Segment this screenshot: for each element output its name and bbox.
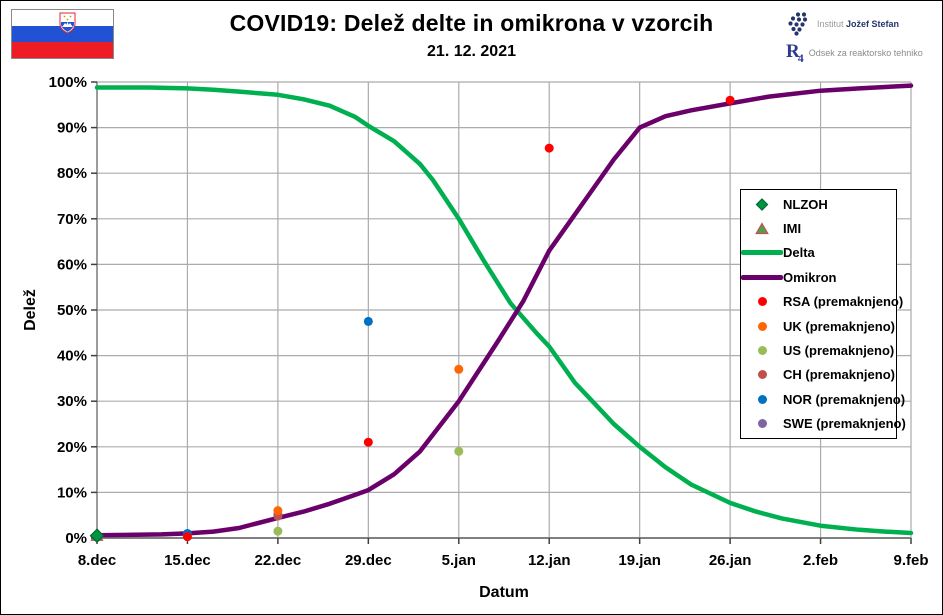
y-tick-label: 10%	[57, 484, 87, 501]
legend-label-imi: IMI	[783, 221, 802, 237]
legend-marker-rsa	[741, 297, 783, 307]
x-tick-label: 15.dec	[164, 552, 211, 569]
institute-logos: Institut Jožef Stefan R4 Odsek za reakto…	[786, 11, 936, 69]
data-point-uk	[273, 506, 283, 516]
legend-marker-us	[741, 346, 783, 356]
x-tick-label: 22.dec	[255, 552, 302, 569]
chart-legend: NLZOH IMI Delta Omikron RSA (premaknjeno) UK …	[740, 189, 906, 439]
y-tick-label: 60%	[57, 256, 87, 273]
omikron-curve	[94, 83, 914, 538]
ijs-dots-icon	[788, 12, 808, 36]
institute-prefix: Institut	[817, 19, 844, 29]
legend-marker-ch	[741, 370, 783, 380]
legend-marker-nlzoh	[741, 197, 783, 211]
y-axis-title: Delež	[22, 289, 39, 331]
y-tick-label: 100%	[49, 74, 87, 91]
institute-name: Jožef Stefan	[846, 19, 900, 29]
flag-stripe-red	[12, 42, 113, 58]
data-point-rsa	[182, 532, 192, 542]
data-point-us	[454, 446, 464, 456]
legend-item-imi: IMI	[741, 217, 896, 241]
data-point-rsa	[544, 143, 554, 153]
legend-item-swe: SWE (premaknjeno)	[741, 412, 906, 436]
y-tick-label: 40%	[57, 348, 87, 365]
x-tick-label: 9.feb	[893, 552, 928, 569]
data-point-us	[273, 526, 283, 536]
legend-marker-uk	[741, 321, 783, 331]
department-label: Odsek za reaktorsko tehniko	[808, 47, 923, 58]
legend-label-omikron: Omikron	[783, 269, 837, 285]
legend-label-delta: Delta	[783, 245, 815, 261]
x-tick-label: 12.jan	[528, 552, 571, 569]
legend-label-uk: UK (premaknjeno)	[783, 318, 895, 334]
legend-marker-delta	[741, 250, 783, 256]
y-tick-label: 30%	[57, 393, 87, 410]
legend-marker-imi	[741, 222, 783, 235]
x-tick-label: 29.dec	[345, 552, 392, 569]
legend-item-nlzoh: NLZOH	[741, 192, 896, 216]
y-tick-label: 0%	[65, 530, 87, 547]
legend-label-ch: CH (premaknjeno)	[783, 367, 895, 383]
ijs-logo-row: Institut Jožef Stefan	[786, 11, 936, 37]
legend-item-us: US (premaknjeno)	[741, 339, 896, 363]
slovenia-coat-of-arms-icon	[59, 12, 76, 34]
legend-marker-swe	[741, 419, 783, 429]
x-tick-label: 8.dec	[78, 552, 116, 569]
legend-marker-omikron	[741, 274, 783, 280]
legend-item-uk: UK (premaknjeno)	[741, 314, 896, 338]
x-tick-label: 26.jan	[709, 552, 752, 569]
data-point-nor	[363, 316, 373, 326]
data-point-uk	[454, 364, 464, 374]
legend-item-omikron: Omikron	[741, 265, 896, 289]
y-tick-label: 90%	[57, 120, 87, 137]
y-tick-label: 20%	[57, 439, 87, 456]
slovenia-flag	[11, 9, 114, 59]
x-tick-label: 19.jan	[618, 552, 661, 569]
data-point-rsa	[363, 437, 373, 447]
r4-logo-icon: R4	[786, 41, 804, 65]
legend-item-delta: Delta	[741, 241, 896, 265]
data-point-rsa	[725, 95, 735, 105]
legend-label-nor: NOR (premaknjeno)	[783, 391, 906, 407]
y-tick-label: 50%	[57, 302, 87, 319]
data-point-nlzoh	[89, 528, 105, 544]
institute-label: Institut Jožef Stefan	[817, 19, 899, 29]
flag-stripe-blue	[12, 26, 113, 42]
legend-label-us: US (premaknjeno)	[783, 343, 895, 359]
legend-label-rsa: RSA (premaknjeno)	[783, 294, 904, 310]
legend-label-swe: SWE (premaknjeno)	[783, 416, 906, 432]
legend-item-nor: NOR (premaknjeno)	[741, 387, 905, 411]
legend-item-ch: CH (premaknjeno)	[741, 363, 896, 387]
y-tick-label: 70%	[57, 211, 87, 228]
x-tick-label: 2.feb	[803, 552, 838, 569]
department-logo-row: R4 Odsek za reaktorsko tehniko	[786, 42, 936, 64]
delta-curve	[94, 85, 914, 536]
legend-marker-nor	[741, 394, 783, 404]
y-tick-label: 80%	[57, 165, 87, 182]
x-tick-label: 5.jan	[442, 552, 476, 569]
legend-label-nlzoh: NLZOH	[783, 196, 828, 212]
x-axis-title: Datum	[479, 584, 529, 601]
legend-item-rsa: RSA (premaknjeno)	[741, 290, 903, 314]
